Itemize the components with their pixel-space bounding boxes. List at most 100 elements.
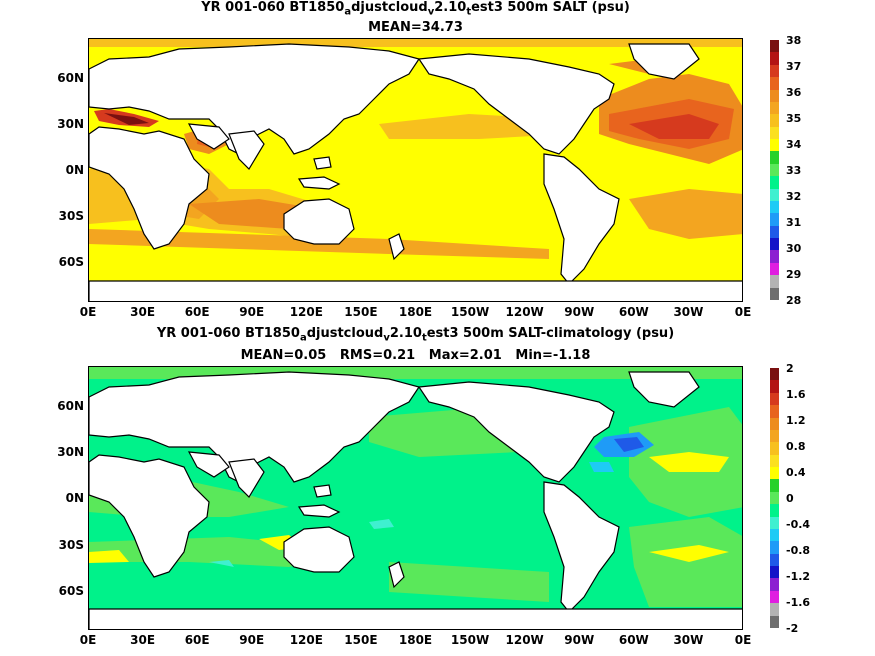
panel1-ylabel-60s: 60S <box>58 255 84 269</box>
colorbar-swatch <box>770 287 779 300</box>
colorbar-swatch <box>770 101 779 115</box>
colorbar-swatch <box>770 504 779 517</box>
landmass <box>89 454 210 578</box>
colorbar-tick-label: 28 <box>786 294 802 307</box>
colorbar-tick-label: 35 <box>786 112 802 125</box>
panel1-ylabel-0n: 0N <box>65 163 84 177</box>
colorbar-swatch <box>770 491 779 505</box>
colorbar-tick-label: -1.6 <box>786 596 811 609</box>
colorbar-tick-label: 38 <box>786 34 802 47</box>
colorbar-swatch <box>770 40 779 53</box>
landmass <box>388 561 405 589</box>
colorbar-tick-label: 0 <box>786 492 794 505</box>
colorbar-tick-label: 33 <box>786 164 802 177</box>
landmass <box>89 608 742 629</box>
colorbar-swatch <box>770 89 779 102</box>
salinity-map <box>88 38 743 302</box>
landmass <box>187 451 230 478</box>
continents <box>89 43 742 301</box>
panel2-title: YR 001-060 BT1850adjustcloudv2.10test3 5… <box>156 326 675 344</box>
continents <box>89 371 742 629</box>
salinity-colorbar <box>770 40 779 300</box>
landmass <box>297 504 341 518</box>
x-tick-label: 90W <box>564 633 595 647</box>
colorbar-swatch <box>770 114 779 127</box>
panel2-ylabel-60n: 60N <box>57 399 84 413</box>
landmass <box>543 153 620 285</box>
landmass <box>187 123 230 150</box>
x-tick-label: 180E <box>398 305 433 319</box>
x-tick-label: 150W <box>450 305 490 319</box>
colorbar-tick-label: 1.6 <box>786 388 806 401</box>
colorbar-tick-label: 29 <box>786 268 802 281</box>
panel1-ylabel-30n: 30N <box>57 117 84 131</box>
landmass <box>388 233 405 261</box>
x-tick-label: 180E <box>398 633 433 647</box>
landmass <box>89 43 420 155</box>
colorbar-swatch <box>770 213 779 226</box>
panel2-ylabel-30n: 30N <box>57 445 84 459</box>
colorbar-swatch <box>770 238 779 251</box>
landmass <box>228 130 265 170</box>
x-tick-label: 150E <box>344 633 378 647</box>
colorbar-swatch <box>770 368 779 381</box>
panel1-stats: MEAN=34.73 <box>368 20 463 35</box>
landmass <box>417 381 615 483</box>
colorbar-tick-label: -0.8 <box>786 544 811 557</box>
x-tick-label: 60E <box>184 633 210 647</box>
colorbar-swatch <box>770 163 779 177</box>
x-tick-label: 60W <box>618 305 649 319</box>
colorbar-swatch <box>770 139 779 152</box>
colorbar-tick-label: 31 <box>786 216 802 229</box>
colorbar-swatch <box>770 405 779 418</box>
colorbar-swatch <box>770 275 779 288</box>
colorbar-swatch <box>770 380 779 393</box>
colorbar-swatch <box>770 541 779 554</box>
colorbar-tick-label: 0.4 <box>786 466 806 479</box>
salinity-anomaly-map <box>88 366 743 630</box>
landmass <box>283 198 355 245</box>
colorbar-tick-label: -2 <box>786 622 799 635</box>
colorbar-swatch <box>770 64 779 78</box>
landmass <box>628 43 700 80</box>
x-tick-label: 30E <box>130 633 156 647</box>
colorbar-swatch <box>770 417 779 430</box>
colorbar-swatch <box>770 479 779 492</box>
x-tick-label: 120W <box>505 305 544 319</box>
x-tick-label: 150W <box>450 633 490 647</box>
colorbar-swatch <box>770 77 779 90</box>
x-tick-label: 0E <box>734 633 752 647</box>
colorbar-tick-label: 1.2 <box>786 414 806 427</box>
panel2-ylabel-0n: 0N <box>65 491 84 505</box>
x-tick-label: 0E <box>79 633 97 647</box>
colorbar-swatch <box>770 467 779 480</box>
colorbar-swatch <box>770 566 779 579</box>
colorbar-swatch <box>770 454 779 467</box>
panel1-ylabel-60n: 60N <box>57 71 84 85</box>
colorbar-swatch <box>770 250 779 263</box>
x-tick-label: 0E <box>734 305 752 319</box>
colorbar-tick-label: 36 <box>786 86 802 99</box>
x-tick-label: 90W <box>564 305 595 319</box>
x-tick-label: 0E <box>79 305 97 319</box>
landmass <box>228 458 265 498</box>
colorbar-swatch <box>770 442 779 455</box>
colorbar-tick-label: 37 <box>786 60 802 73</box>
colorbar-tick-label: -1.2 <box>786 570 811 583</box>
x-tick-label: 90E <box>239 633 265 647</box>
colorbar-swatch <box>770 151 779 164</box>
x-tick-label: 150E <box>344 305 378 319</box>
landmass <box>89 371 420 483</box>
colorbar-swatch <box>770 528 779 542</box>
colorbar-swatch <box>770 126 779 139</box>
landmass <box>313 156 332 170</box>
landmass <box>283 526 355 573</box>
colorbar-swatch <box>770 429 779 443</box>
x-tick-label: 30E <box>130 305 156 319</box>
x-tick-label: 120E <box>289 305 323 319</box>
x-tick-label: 60W <box>618 633 649 647</box>
colorbar-swatch <box>770 553 779 566</box>
colorbar-swatch <box>770 615 779 628</box>
colorbar-tick-label: 0.8 <box>786 440 806 453</box>
x-tick-label: 90E <box>239 305 265 319</box>
